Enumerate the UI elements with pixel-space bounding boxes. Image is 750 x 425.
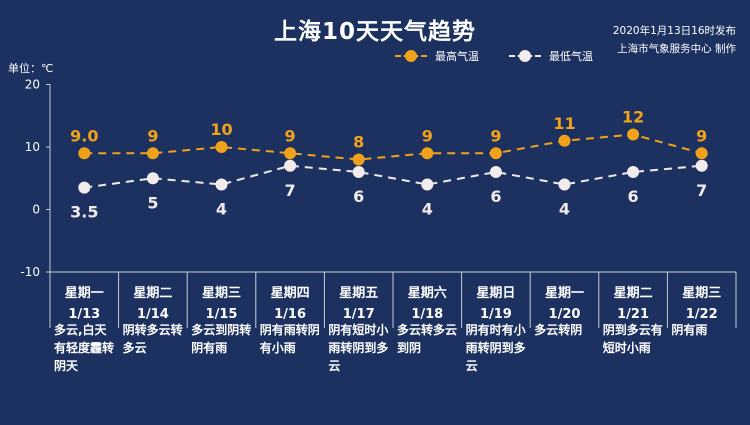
date-tick-label: 1/22: [686, 307, 718, 322]
weekday-label: 星期三: [202, 286, 241, 301]
low-temp-point: [627, 166, 640, 178]
legend: 最高气温 最低气温: [395, 48, 623, 64]
date-tick-label: 1/16: [274, 307, 306, 322]
low-temp-point: [352, 166, 365, 178]
weather-description: 阴有短时小雨转阴到多云: [328, 323, 389, 373]
weekday-label: 星期四: [271, 286, 310, 301]
low-temp-point: [215, 178, 228, 191]
y-tick-label: 0: [32, 203, 40, 217]
high-temp-data-label: 9: [490, 126, 501, 145]
date-tick-label: 1/15: [206, 307, 238, 322]
high-temp-data-label: 10: [210, 120, 232, 139]
weather-description: 阴到多云有短时小雨: [602, 323, 663, 355]
date-tick-label: 1/21: [617, 307, 649, 322]
weekday-label: 星期一: [545, 286, 584, 301]
publish-time: 2020年1月13日16时发布: [612, 25, 736, 37]
weekday-label: 星期二: [614, 286, 653, 301]
legend-low-marker: [509, 50, 541, 62]
low-temp-data-label: 4: [422, 200, 433, 219]
weekday-label: 星期一: [65, 286, 104, 301]
y-axis-unit: 单位：℃: [8, 62, 54, 75]
high-temp-data-label: 9.0: [70, 126, 98, 145]
low-temp-point: [695, 159, 708, 172]
weekday-label: 星期日: [476, 286, 515, 301]
weekday-label: 星期二: [133, 286, 172, 301]
weekday-label: 星期五: [339, 286, 378, 301]
legend-high-label: 最高气温: [435, 50, 479, 63]
high-temp-point: [489, 147, 502, 160]
date-tick-label: 1/14: [137, 307, 169, 322]
low-temp-point: [78, 181, 91, 194]
low-temp-data-label: 4: [559, 200, 570, 219]
publish-info: 2020年1月13日16时发布 上海市气象服务中心 制作: [613, 22, 736, 58]
low-temp-data-label: 7: [696, 181, 707, 200]
legend-low-label: 最低气温: [549, 50, 593, 63]
chart-title: 上海10天天气趋势: [273, 19, 476, 45]
date-tick-label: 1/13: [68, 307, 100, 322]
low-temp-point: [421, 178, 434, 191]
y-tick-label: 10: [25, 140, 40, 154]
low-temp-point: [489, 166, 502, 178]
high-temp-data-label: 9: [147, 126, 158, 145]
high-temp-point: [695, 147, 708, 160]
high-temp-point: [146, 147, 159, 160]
weekday-label: 星期六: [408, 285, 447, 301]
weather-description: 阴转多云转多云: [122, 323, 183, 355]
high-temp-line: [84, 133, 702, 161]
low-temp-data-label: 3.5: [70, 203, 98, 222]
high-temp-data-label: 12: [622, 108, 644, 127]
low-temp-data-label: 6: [490, 187, 501, 206]
weekday-label: 星期三: [682, 286, 721, 301]
high-temp-data-label: 11: [553, 114, 575, 133]
weather-description: 多云转阴: [534, 323, 583, 337]
low-temp-data-label: 5: [147, 193, 158, 212]
high-temp-data-label: 9: [422, 126, 433, 145]
high-temp-data-label: 9: [696, 126, 707, 145]
low-temp-data-label: 6: [353, 187, 364, 206]
publisher: 上海市气象服务中心 制作: [617, 43, 736, 55]
low-temp-point: [146, 172, 159, 185]
high-temp-point: [284, 147, 297, 160]
low-temp-point: [284, 159, 297, 172]
date-tick-label: 1/18: [411, 307, 443, 322]
low-temp-data-label: 7: [285, 181, 296, 200]
high-temp-point: [421, 147, 434, 160]
low-temp-data-label: 4: [216, 200, 227, 219]
weather-description: 阴有雨转阴有小雨: [259, 323, 320, 355]
low-temp-data-label: 6: [628, 187, 639, 206]
high-temp-point: [558, 134, 571, 147]
date-tick-label: 1/17: [343, 307, 375, 322]
high-temp-data-label: 8: [353, 133, 364, 152]
y-tick-label: 20: [25, 78, 40, 92]
y-tick-label: -10: [20, 265, 40, 279]
legend-item-low: 最低气温: [509, 48, 593, 64]
high-temp-point: [627, 128, 640, 141]
legend-high-marker: [395, 50, 427, 62]
weather-description: 多云,白天有轻度霾转阴天: [54, 323, 115, 373]
weather-description: 多云转多云到阴: [397, 323, 458, 355]
high-temp-point: [215, 141, 228, 153]
high-temp-point: [352, 153, 365, 166]
weather-description: 多云到阴转阴有雨: [191, 323, 252, 355]
high-temp-data-label: 9: [285, 126, 296, 145]
weather-description: 阴有雨: [671, 323, 708, 337]
low-temp-line: [84, 164, 702, 189]
date-tick-label: 1/20: [549, 307, 581, 322]
high-temp-point: [78, 147, 91, 160]
legend-item-high: 最高气温: [395, 48, 479, 64]
weather-description: 阴有时有小雨转阴到多云: [465, 323, 526, 373]
low-temp-point: [558, 178, 571, 191]
date-tick-label: 1/19: [480, 307, 512, 322]
